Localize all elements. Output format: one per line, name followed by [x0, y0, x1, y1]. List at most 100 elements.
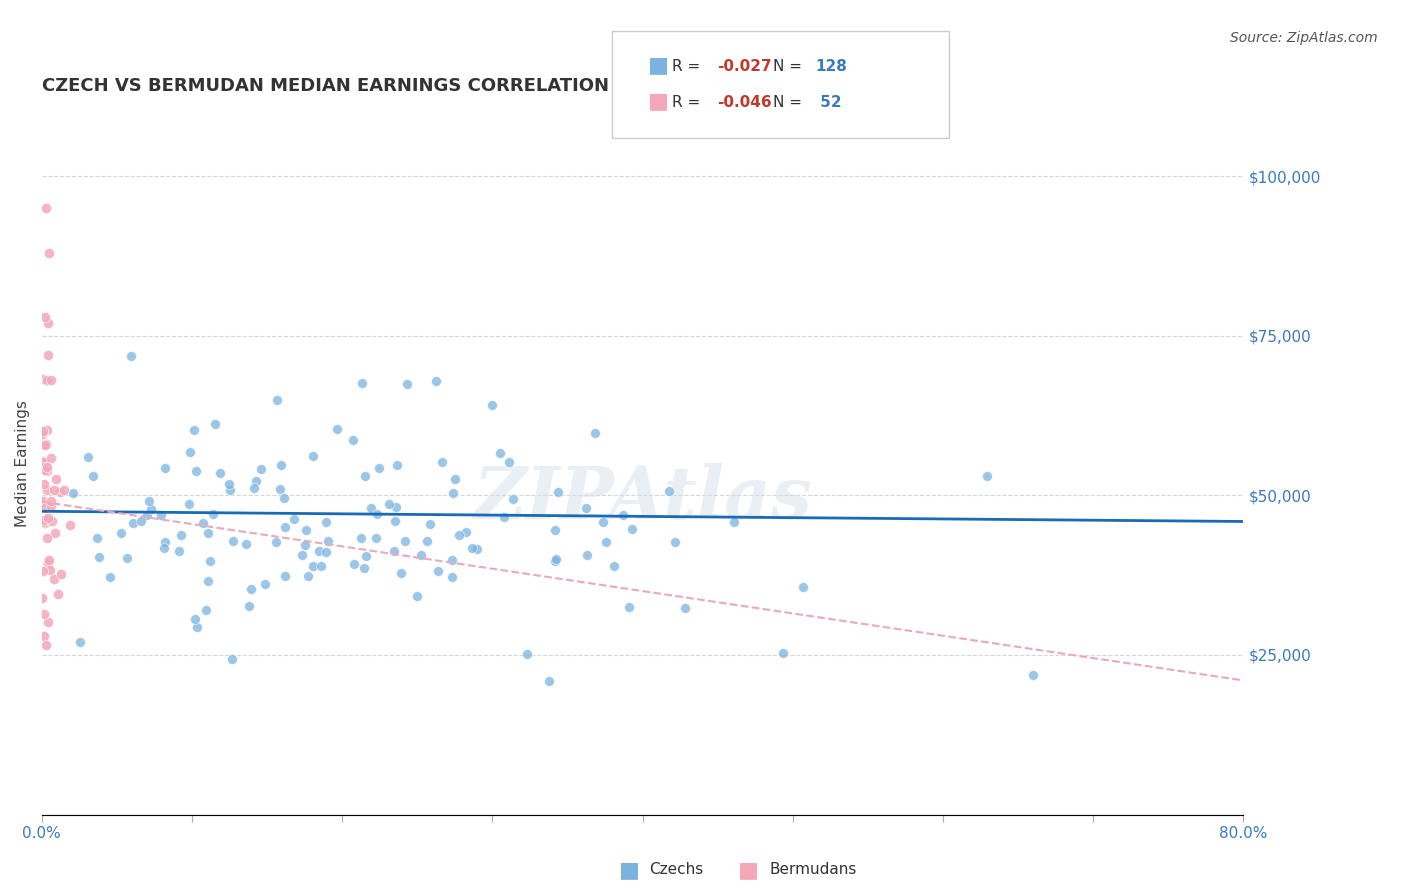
Point: [34, 516, 56, 530]
Point: [153, 534, 176, 549]
Point: [35, 373, 58, 387]
Point: [382, 544, 405, 558]
Point: [35, 436, 58, 450]
Point: [86, 531, 108, 545]
Point: [772, 646, 794, 660]
Point: [297, 568, 319, 582]
Text: ■: ■: [738, 860, 759, 880]
Point: [270, 458, 292, 472]
Point: [537, 673, 560, 688]
Point: [440, 570, 463, 584]
Point: [48, 484, 70, 499]
Point: [440, 553, 463, 567]
Point: [264, 535, 287, 549]
Point: [34, 310, 56, 324]
Point: [222, 534, 245, 549]
Point: [219, 483, 242, 497]
Point: [191, 516, 214, 530]
Point: [343, 558, 366, 572]
Point: [619, 599, 641, 614]
Point: [35, 515, 58, 529]
Text: N =: N =: [773, 60, 807, 74]
Point: [37, 557, 59, 571]
Text: Source: ZipAtlas.com: Source: ZipAtlas.com: [1230, 31, 1378, 45]
Point: [723, 515, 745, 529]
Text: N =: N =: [773, 95, 807, 110]
Point: [294, 523, 316, 537]
Point: [204, 417, 226, 432]
Point: [39, 451, 62, 466]
Point: [141, 502, 163, 516]
Point: [291, 548, 314, 562]
Text: CZECH VS BERMUDAN MEDIAN EARNINGS CORRELATION CHART: CZECH VS BERMUDAN MEDIAN EARNINGS CORREL…: [42, 78, 682, 95]
Point: [269, 482, 291, 496]
Point: [425, 374, 447, 388]
Point: [443, 471, 465, 485]
Point: [430, 455, 453, 469]
Point: [502, 492, 524, 507]
Point: [41, 514, 63, 528]
Point: [209, 466, 232, 480]
Text: ■: ■: [619, 860, 640, 880]
Point: [366, 507, 388, 521]
Point: [149, 508, 172, 522]
Point: [34, 463, 56, 477]
Point: [354, 549, 377, 563]
Point: [460, 541, 482, 555]
Point: [235, 537, 257, 551]
Point: [465, 542, 488, 557]
Point: [184, 464, 207, 478]
Point: [32, 494, 55, 508]
Point: [273, 491, 295, 505]
Point: [221, 652, 243, 666]
Point: [110, 526, 132, 541]
Text: Czechs: Czechs: [650, 863, 704, 877]
Point: [35, 464, 58, 478]
Point: [45, 472, 67, 486]
Point: [245, 474, 267, 488]
Point: [302, 449, 325, 463]
Point: [37, 510, 59, 524]
Point: [179, 445, 201, 459]
Point: [32, 564, 55, 578]
Point: [52, 483, 75, 497]
Text: ZIPAtlas: ZIPAtlas: [474, 463, 813, 534]
Point: [309, 558, 332, 573]
Point: [592, 515, 614, 529]
Point: [516, 647, 538, 661]
Point: [82, 469, 104, 483]
Point: [59, 517, 82, 532]
Point: [544, 554, 567, 568]
Point: [253, 576, 276, 591]
Point: [481, 398, 503, 412]
Point: [34, 438, 56, 452]
Point: [389, 566, 412, 580]
Point: [238, 599, 260, 613]
Point: [34, 476, 56, 491]
Point: [664, 535, 686, 549]
Text: R =: R =: [672, 60, 706, 74]
Point: [316, 534, 339, 549]
Point: [129, 514, 152, 528]
Point: [42, 572, 65, 586]
Text: 52: 52: [815, 95, 842, 110]
Point: [249, 462, 271, 476]
Point: [138, 493, 160, 508]
Point: [120, 349, 142, 363]
Point: [576, 548, 599, 562]
Point: [34, 501, 56, 516]
Point: [409, 548, 432, 562]
Point: [658, 484, 681, 499]
Point: [37, 615, 59, 630]
Point: [406, 589, 429, 603]
Point: [197, 525, 219, 540]
Point: [46, 586, 69, 600]
Text: ■: ■: [648, 91, 669, 111]
Point: [792, 580, 814, 594]
Point: [378, 497, 401, 511]
Point: [195, 603, 218, 617]
Point: [39, 563, 62, 577]
Point: [32, 455, 55, 469]
Point: [350, 531, 373, 545]
Point: [494, 510, 516, 524]
